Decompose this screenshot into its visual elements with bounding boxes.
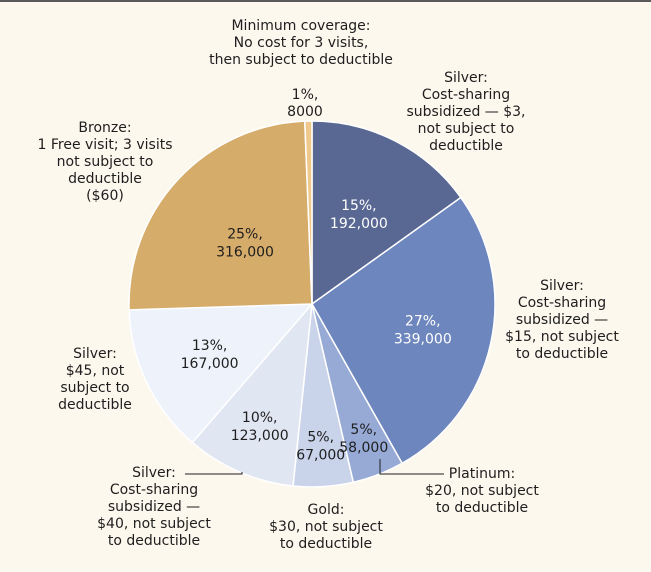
value-label-min-coverage: 1%, 8000 <box>287 87 323 120</box>
category-label-bronze: Bronze: 1 Free visit; 3 visits not subject… <box>37 120 172 204</box>
category-label-gold: Gold: $30, not subject to deductible <box>269 502 383 552</box>
slice-silver-40 <box>191 301 313 487</box>
value-label-silver-3: 15%, 192,000 <box>330 198 388 232</box>
category-label-silver-3: Silver: Cost-sharing subsidized — $3, not s… <box>406 70 525 154</box>
value-label-gold: 5%, 67,000 <box>296 430 345 464</box>
value-label-silver-15: 27%, 339,000 <box>394 314 452 348</box>
category-label-platinum: Platinum: $20, not subject to deductible <box>425 466 539 516</box>
leader-lines <box>185 459 444 475</box>
value-label-platinum: 5%, 58,000 <box>339 422 388 456</box>
value-label-silver-40: 10%, 123,000 <box>231 410 289 444</box>
slice-silver-3 <box>311 120 462 306</box>
value-label-bronze: 25%, 316,000 <box>216 227 274 261</box>
category-label-min-coverage: Minimum coverage: No cost for 3 visits, th… <box>209 18 393 68</box>
slice-silver-15 <box>311 196 496 465</box>
slice-category-labels: Silver: Cost-sharing subsidized — $3, not s… <box>37 18 619 552</box>
slice-min-coverage <box>303 120 313 305</box>
slice-bronze <box>128 120 313 311</box>
category-label-silver-40: Silver: Cost-sharing subsidized — $40, not … <box>97 465 211 549</box>
leader-line-silver-40 <box>185 472 243 475</box>
value-label-silver-45: 13%, 167,000 <box>181 338 239 372</box>
pie-slices <box>128 120 496 488</box>
category-label-silver-15: Silver: Cost-sharing subsidized — $15, not … <box>505 278 619 362</box>
slice-silver-45 <box>128 303 314 444</box>
leader-line-platinum <box>379 459 444 475</box>
category-label-silver-45: Silver: $45, not subject to deductible <box>58 346 132 413</box>
